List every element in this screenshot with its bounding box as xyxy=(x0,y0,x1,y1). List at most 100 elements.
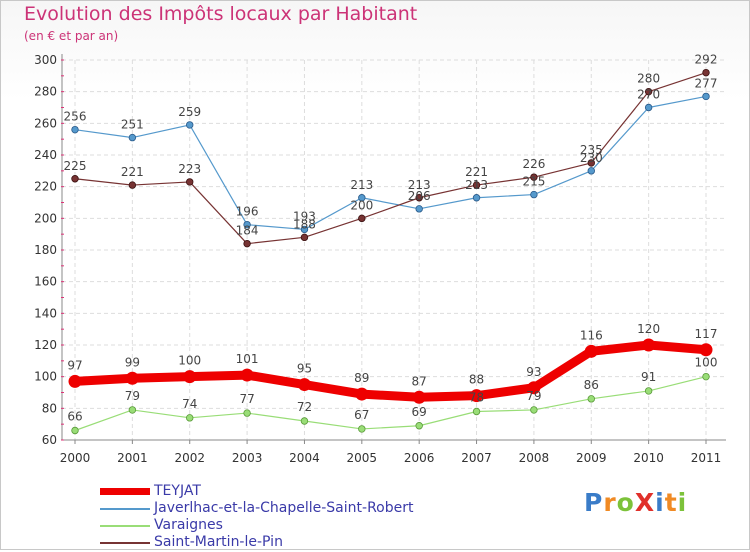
x-tick-label: 2005 xyxy=(347,451,378,465)
data-point xyxy=(183,370,197,384)
data-point xyxy=(243,239,251,248)
y-tick-label: 280 xyxy=(34,85,57,99)
data-label: 100 xyxy=(178,354,201,368)
data-point xyxy=(415,422,423,430)
data-point xyxy=(527,381,541,395)
x-tick-label: 2007 xyxy=(461,451,492,465)
data-label: 270 xyxy=(637,88,660,102)
data-point xyxy=(644,387,653,395)
x-tick-label: 2001 xyxy=(117,451,148,465)
data-point xyxy=(470,389,484,403)
data-point xyxy=(71,426,79,435)
x-tick-label: 2002 xyxy=(174,451,205,465)
data-label: 101 xyxy=(236,352,259,366)
data-label: 226 xyxy=(522,157,545,171)
data-point xyxy=(587,395,595,403)
logo-letter: X xyxy=(634,488,656,517)
legend-item-saint-martin: Saint-Martin-le-Pin xyxy=(100,534,520,552)
data-point xyxy=(240,368,254,382)
data-label: 69 xyxy=(412,405,427,419)
legend-item-varaignes: Varaignes xyxy=(100,517,520,535)
data-label: 256 xyxy=(64,110,87,124)
legend-swatch xyxy=(100,525,150,527)
data-label: 79 xyxy=(526,389,541,403)
y-tick-label: 120 xyxy=(34,338,57,352)
data-label: 213 xyxy=(465,178,488,192)
data-labels: 66 79 74 77 72 67 69 78 79 86 91 100 256 251 259 196 193… xyxy=(64,53,718,424)
data-point xyxy=(358,214,366,223)
data-point xyxy=(297,378,311,392)
data-point xyxy=(412,390,426,404)
data-point xyxy=(186,414,194,422)
y-tick-label: 60 xyxy=(42,433,57,447)
data-point xyxy=(125,371,139,385)
data-point xyxy=(587,159,595,167)
data-point xyxy=(584,344,598,358)
data-label: 77 xyxy=(239,392,254,406)
data-point xyxy=(358,425,366,433)
y-tick-label: 140 xyxy=(34,306,57,320)
data-label: 213 xyxy=(350,178,373,192)
y-tick-label: 80 xyxy=(42,401,57,415)
data-label: 66 xyxy=(67,410,82,424)
data-label: 95 xyxy=(297,362,312,376)
data-label: 87 xyxy=(412,374,427,388)
data-point xyxy=(644,87,653,96)
data-label: 86 xyxy=(584,378,599,392)
data-label: 117 xyxy=(695,327,718,341)
data-point xyxy=(186,178,194,186)
legend-item-javerlhac: Javerlhac-et-la-Chapelle-Saint-Robert xyxy=(100,500,520,518)
data-point xyxy=(128,133,137,142)
data-label: 200 xyxy=(350,198,373,212)
data-point xyxy=(243,220,251,229)
data-point xyxy=(699,343,713,357)
data-label: 251 xyxy=(121,118,144,132)
y-tick-label: 160 xyxy=(34,275,57,289)
data-label: 235 xyxy=(580,143,603,157)
data-point xyxy=(530,173,538,181)
legend-label: Varaignes xyxy=(154,517,223,533)
series-line-2 xyxy=(74,376,707,432)
data-point xyxy=(243,409,251,417)
data-point xyxy=(355,387,369,401)
proxiti-logo: ProXiti xyxy=(584,488,687,517)
data-label: 221 xyxy=(121,165,144,179)
data-label: 213 xyxy=(408,178,431,192)
data-point xyxy=(472,181,481,189)
data-point xyxy=(472,407,481,416)
data-label: 223 xyxy=(178,162,201,176)
data-point xyxy=(300,225,309,234)
data-label: 89 xyxy=(354,371,369,385)
legend-label: Javerlhac-et-la-Chapelle-Saint-Robert xyxy=(154,500,414,516)
logo-letter: t xyxy=(664,488,678,517)
data-label: 79 xyxy=(125,389,140,403)
data-point xyxy=(702,68,710,77)
y-tick-label: 200 xyxy=(34,211,57,225)
data-label: 221 xyxy=(465,165,488,179)
series-line-1 xyxy=(74,95,707,231)
data-label: 91 xyxy=(641,370,656,384)
x-tick-label: 2008 xyxy=(519,451,550,465)
data-point xyxy=(186,121,194,129)
data-label: 100 xyxy=(695,356,718,370)
data-label: 193 xyxy=(293,209,316,223)
data-label: 292 xyxy=(695,53,718,67)
x-tick-label: 2011 xyxy=(691,451,722,465)
data-point xyxy=(415,194,423,202)
y-tick-label: 100 xyxy=(34,370,57,384)
data-label: 72 xyxy=(297,400,312,414)
data-label: 74 xyxy=(182,397,197,411)
series-line-0 xyxy=(70,340,711,402)
data-label: 93 xyxy=(526,365,541,379)
x-tick-label: 2003 xyxy=(232,451,263,465)
y-tick-label: 180 xyxy=(34,243,57,257)
legend-swatch xyxy=(100,542,150,544)
series-lines xyxy=(68,68,713,435)
data-label: 225 xyxy=(64,159,87,173)
logo-letter: o xyxy=(616,488,635,517)
legend-item-teyjat: TEYJAT xyxy=(100,483,520,501)
x-tick-label: 2006 xyxy=(404,451,435,465)
data-label: 97 xyxy=(67,358,82,372)
x-tick-label: 2000 xyxy=(60,451,91,465)
